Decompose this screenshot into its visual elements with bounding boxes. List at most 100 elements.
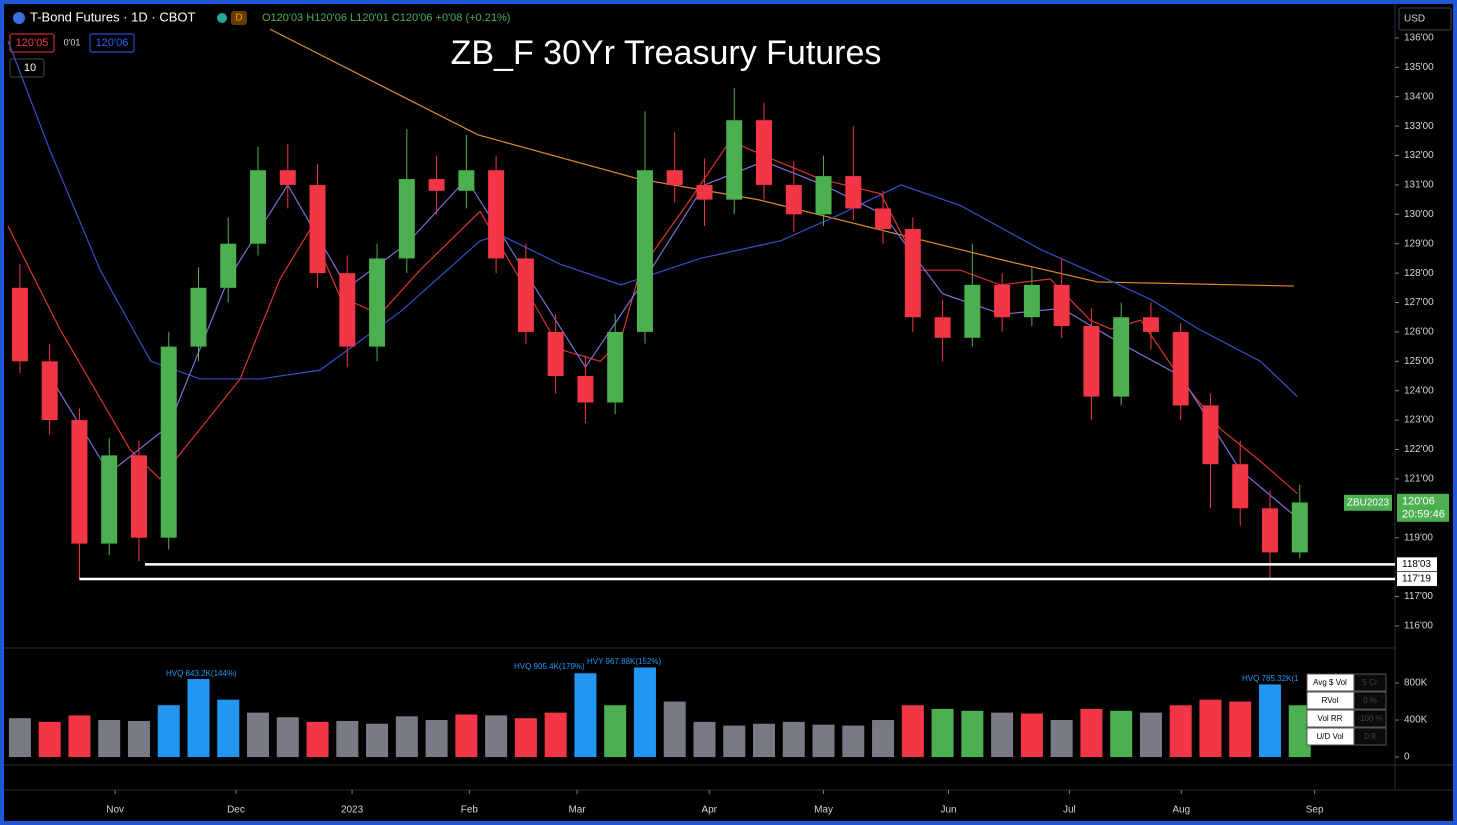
candle-body bbox=[339, 273, 356, 347]
level-label: 118'03 bbox=[1402, 559, 1431, 570]
volume-bar bbox=[485, 715, 508, 758]
volume-bar bbox=[98, 720, 121, 758]
candle-body bbox=[785, 184, 802, 215]
volume-bar bbox=[842, 725, 865, 758]
volume-bar bbox=[336, 720, 359, 758]
volume-bar bbox=[395, 716, 418, 758]
candle-body bbox=[190, 287, 207, 347]
bid: 120'05 bbox=[16, 37, 49, 49]
volume-bar bbox=[633, 667, 656, 758]
x-tick-label: May bbox=[814, 805, 833, 816]
currency-box[interactable] bbox=[1398, 7, 1452, 31]
y-tick-label: 132'00 bbox=[1404, 150, 1434, 161]
y-tick-label: 0 bbox=[1404, 752, 1410, 763]
x-tick-label: Nov bbox=[106, 805, 124, 816]
table-text: 5 Cr bbox=[1362, 678, 1377, 687]
candle-body bbox=[279, 170, 296, 185]
candle-body bbox=[1232, 464, 1249, 509]
table-cell bbox=[1353, 709, 1387, 728]
volume-bar bbox=[1050, 720, 1073, 758]
candle-body bbox=[666, 170, 683, 185]
volume-bar bbox=[812, 724, 835, 758]
last-price: 120'06 bbox=[1402, 496, 1435, 508]
ohlc: O120'03 H120'06 L120'01 C120'06 +0'08 (+… bbox=[262, 12, 510, 24]
y-tick-label: 131'00 bbox=[1404, 180, 1434, 191]
candle-body bbox=[934, 317, 951, 338]
volume-bar bbox=[753, 723, 776, 758]
volume-annotation: HVQ 905.4K(179%) bbox=[514, 662, 585, 671]
volume-bar bbox=[276, 717, 299, 758]
table-cell bbox=[1353, 727, 1387, 746]
volume-bar bbox=[872, 720, 895, 758]
chart-title: ZB_F 30Yr Treasury Futures bbox=[451, 34, 882, 72]
volume-bar bbox=[1229, 701, 1252, 758]
contract: ZBU2023 bbox=[1347, 497, 1390, 508]
y-tick-label: 127'00 bbox=[1404, 297, 1434, 308]
volume-bar bbox=[1169, 705, 1192, 758]
y-tick-label: 121'00 bbox=[1404, 474, 1434, 485]
x-tick-label: Apr bbox=[701, 805, 717, 816]
x-tick-label: Mar bbox=[568, 805, 586, 816]
candle-body bbox=[756, 120, 773, 185]
volume-bar bbox=[514, 718, 537, 758]
level-label-bg bbox=[1397, 572, 1437, 587]
x-tick-label: Aug bbox=[1172, 805, 1190, 816]
volume-bar bbox=[991, 712, 1014, 758]
volume-bar bbox=[1020, 713, 1043, 758]
volume-bar bbox=[782, 721, 805, 758]
candle-body bbox=[696, 184, 713, 200]
table-cell bbox=[1353, 673, 1387, 692]
level-label: 117'19 bbox=[1402, 574, 1431, 585]
y-tick-label: 129'00 bbox=[1404, 238, 1434, 249]
volume-bar bbox=[38, 721, 61, 758]
status-dot bbox=[217, 13, 227, 23]
x-tick-label: 2023 bbox=[341, 805, 364, 816]
y-tick-label: 124'00 bbox=[1404, 385, 1434, 396]
badge-bg bbox=[231, 11, 247, 25]
volume-bar bbox=[663, 701, 686, 758]
volume-bar bbox=[574, 673, 597, 758]
table-text: -100 % bbox=[1357, 714, 1382, 723]
collapse-box[interactable] bbox=[9, 58, 45, 78]
y-tick-label: 119'00 bbox=[1404, 532, 1433, 543]
level-label-bg bbox=[1397, 557, 1437, 572]
candle-body bbox=[726, 120, 743, 200]
y-tick-label: 123'00 bbox=[1404, 415, 1434, 426]
volume-bar bbox=[901, 705, 924, 758]
volume-bar bbox=[8, 718, 31, 758]
moving-average bbox=[7, 40, 1298, 398]
candle-body bbox=[250, 170, 267, 244]
volume-bar bbox=[127, 720, 150, 758]
collapse: 10 bbox=[24, 62, 36, 74]
candle-body bbox=[101, 455, 118, 544]
candle-body bbox=[458, 170, 475, 191]
candle-body bbox=[488, 170, 505, 259]
candle-body bbox=[994, 284, 1011, 318]
moving-average bbox=[269, 28, 1294, 287]
bid-box[interactable] bbox=[9, 33, 55, 53]
ask-box[interactable] bbox=[89, 33, 135, 53]
table-text: Avg $ Vol bbox=[1313, 678, 1347, 687]
countdown: 20:59:46 bbox=[1402, 509, 1445, 521]
candle-body bbox=[369, 258, 386, 347]
volume-bar bbox=[187, 679, 210, 758]
x-tick-label: Dec bbox=[227, 805, 245, 816]
volume-bar bbox=[723, 725, 746, 758]
table-text: U/D Vol bbox=[1316, 732, 1343, 741]
y-tick-label: 117'00 bbox=[1404, 591, 1433, 602]
volume-bar bbox=[306, 721, 329, 758]
volume-bar bbox=[544, 712, 567, 758]
table-text: 0 % bbox=[1363, 696, 1377, 705]
y-tick-label: 136'00 bbox=[1404, 33, 1434, 44]
y-tick-label: 800K bbox=[1404, 678, 1428, 689]
volume-bar bbox=[455, 714, 478, 758]
flag-icon bbox=[13, 12, 25, 24]
volume-bar bbox=[247, 712, 270, 758]
table-text: RVol bbox=[1322, 696, 1339, 705]
symbol[interactable]: T-Bond Futures · 1D · CBOT bbox=[30, 9, 195, 24]
y-tick-label: 125'00 bbox=[1404, 356, 1434, 367]
candle-body bbox=[1083, 326, 1100, 397]
candle-body bbox=[1291, 502, 1308, 553]
volume-bar bbox=[425, 720, 448, 758]
y-tick-label: 130'00 bbox=[1404, 209, 1434, 220]
